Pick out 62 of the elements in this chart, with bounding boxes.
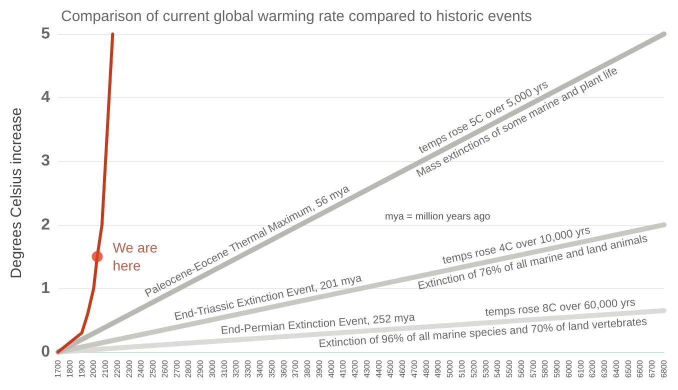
x-tick-label: 5000 xyxy=(446,359,455,378)
x-tick-label: 3700 xyxy=(291,359,300,378)
x-tick-label: 4200 xyxy=(350,359,360,378)
x-tick-label: 4900 xyxy=(434,359,443,378)
x-tick-label: 6200 xyxy=(588,359,598,378)
x-tick-label: 6600 xyxy=(636,359,645,378)
x-tick-label: 2600 xyxy=(160,359,170,378)
x-tick-label: 6800 xyxy=(660,359,668,378)
x-tick-label: 5400 xyxy=(493,359,502,378)
x-tick-label: 2100 xyxy=(101,359,110,378)
x-tick-label: 2400 xyxy=(136,359,146,378)
y-axis-title: Degrees Celsius increase xyxy=(8,108,25,278)
x-tick-label: 1900 xyxy=(77,359,86,378)
x-tick-label: 4600 xyxy=(398,359,408,378)
x-tick-label: 4400 xyxy=(374,359,384,378)
x-tick-label: 4000 xyxy=(326,359,336,378)
x-tick-label: 3100 xyxy=(220,359,229,378)
x-tick-label: 5500 xyxy=(505,359,514,378)
x-tick-label: 2700 xyxy=(172,359,182,378)
x-tick-label: 6100 xyxy=(576,359,586,378)
x-tick-label: 2900 xyxy=(196,359,206,378)
x-tick-label: 5100 xyxy=(458,359,466,378)
x-tick-label: 6400 xyxy=(612,359,621,378)
chart-title: Comparison of current global warming rate compared to historic events xyxy=(61,8,532,25)
x-tick-label: 3600 xyxy=(279,359,288,378)
x-tick-label: 3300 xyxy=(244,359,253,378)
y-tick-label: 3 xyxy=(41,152,50,170)
x-tick-label: 2200 xyxy=(112,359,122,378)
x-tick-label: 2300 xyxy=(124,359,134,378)
x-tick-label: 1700 xyxy=(54,359,62,378)
x-tick-label: 4700 xyxy=(410,359,419,378)
x-tick-label: 3500 xyxy=(267,359,276,378)
x-tick-label: 2000 xyxy=(89,359,98,378)
x-tick-label: 6500 xyxy=(624,359,633,378)
x-tick-label: 1800 xyxy=(65,359,74,378)
x-tick-label: 5200 xyxy=(469,359,478,378)
x-tick-label: 5800 xyxy=(540,359,550,378)
y-tick-label: 2 xyxy=(41,216,50,234)
y-tick-label: 5 xyxy=(41,26,50,42)
x-tick-label: 4500 xyxy=(386,359,396,378)
y-tick-label: 1 xyxy=(41,280,50,297)
x-tick-label: 4100 xyxy=(338,359,348,378)
x-tick-label: 3000 xyxy=(208,359,217,378)
x-tick-label: 6000 xyxy=(564,359,574,378)
x-tick-label: 3900 xyxy=(314,359,324,378)
x-tick-label: 6300 xyxy=(600,359,610,378)
x-tick-label: 4800 xyxy=(422,359,431,378)
x-tick-label: 5600 xyxy=(516,359,526,378)
x-tick-label: 2800 xyxy=(184,359,194,378)
x-tick-label: 5700 xyxy=(528,359,538,378)
x-tick-label: 3200 xyxy=(232,359,241,378)
x-tick-label: 5900 xyxy=(552,359,562,378)
annotation: temps rose 8C over 60,000 yrs xyxy=(484,296,636,319)
x-tick-label: 2500 xyxy=(148,359,158,378)
x-tick-label: 3400 xyxy=(256,359,264,378)
x-tick-label: 5300 xyxy=(481,359,490,378)
x-tick-label: 6700 xyxy=(648,359,657,378)
y-tick-label: 4 xyxy=(41,89,50,106)
y-tick-label: 0 xyxy=(41,344,50,360)
x-tick-label: 3800 xyxy=(303,359,312,378)
x-tick-label: 4300 xyxy=(362,359,372,378)
annotation: mya = million years ago xyxy=(385,212,491,222)
